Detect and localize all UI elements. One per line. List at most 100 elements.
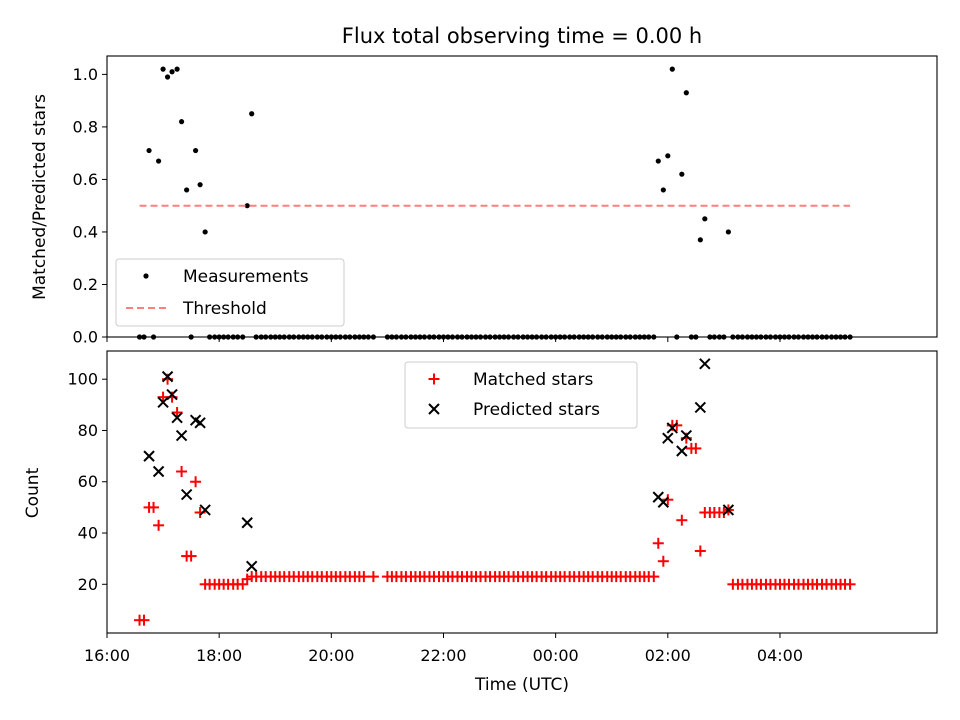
predicted-star-point [722,504,735,516]
predicted-star-point [199,504,211,516]
ratio-y-ticks: 0.0 0.2 0.4 0.6 0.8 1.0 [73,65,107,347]
measurement-point [178,119,185,125]
count-x-tick-label: 22:00 [420,646,466,665]
count-x-tick-label: 04:00 [757,646,803,665]
measurement-point [660,187,666,193]
measurement-point [197,182,203,188]
measurement-point [146,147,152,154]
count-legend: Matched stars Predicted stars [404,361,638,429]
matched-star-point [176,465,188,477]
ratio-y-tick-label: 0.6 [73,170,98,189]
ratio-legend-box [115,258,345,327]
matched-star-point [652,537,664,549]
count-points [134,358,856,626]
matched-star-point [694,545,706,557]
matched-star-point [662,494,674,506]
measurement-point [702,216,708,222]
predicted-star-point [180,488,193,501]
measurement-point [169,69,175,75]
matched-star-point [185,550,197,562]
ratio-legend: Measurements Threshold [115,258,345,327]
legend-predicted-marker [428,403,440,415]
ratio-y-tick-label: 0.0 [73,328,98,347]
ratio-axes-frame [106,55,938,338]
predicted-star-point [657,496,670,508]
legend-predicted-label: Predicted stars [473,400,600,420]
count-panel: 20 40 60 80 100 16:00 18:00 20:00 22:00 00:00 02:… [23,350,938,695]
predicted-star-point [676,445,688,457]
measurement-point [174,66,180,72]
measurement-point [249,111,255,117]
matched-star-point [676,514,688,526]
ratio-panel: 0.0 0.2 0.4 0.6 0.8 1.0 Matched/Predicted sta… [30,55,938,347]
ratio-x-ticks [106,337,781,342]
ratio-y-tick-label: 0.4 [73,222,98,241]
ratio-y-tick-label: 0.2 [73,275,98,294]
count-x-tick-label: 00:00 [533,646,579,665]
legend-measurements-label: Measurements [183,267,309,287]
count-x-tick-label: 20:00 [308,646,354,665]
count-y-tick-label: 40 [78,524,98,543]
matched-star-point [190,476,202,488]
measurement-point [697,237,703,243]
measurement-point [725,229,731,235]
count-x-tick-label: 18:00 [196,646,242,665]
matched-star-point [648,571,660,583]
predicted-star-point [152,465,165,478]
count-y-ticks: 20 40 60 80 100 [67,370,107,594]
matched-star-point [358,571,370,583]
predicted-star-point [699,358,711,370]
matched-star-point [138,614,150,626]
count-y-tick-label: 20 [78,575,98,594]
matched-star-point [367,571,379,583]
predicted-star-point [241,517,253,529]
count-x-tick-label: 02:00 [645,646,691,665]
measurement-point [160,66,166,72]
predicted-star-point [161,370,174,383]
legend-matched-marker [428,373,440,385]
predicted-star-point [680,429,693,442]
measurement-point [669,66,675,72]
predicted-star-point [694,401,707,414]
matched-star-point [671,419,683,431]
measurement-point [655,158,661,164]
predicted-star-point [171,411,183,424]
legend-threshold-label: Threshold [182,299,267,319]
matched-star-point [690,442,702,454]
ratio-y-tick-label: 0.8 [73,117,98,136]
matched-star-point [657,555,669,567]
measurement-point [244,203,250,209]
predicted-star-point [245,560,258,573]
measurement-point [164,74,171,80]
count-legend-box [404,361,638,429]
count-y-tick-label: 60 [78,472,98,491]
predicted-star-point [175,429,188,442]
measurement-point [202,229,208,235]
count-y-tick-label: 80 [78,421,98,440]
legend-matched-label: Matched stars [473,370,593,390]
predicted-star-point [166,388,178,401]
measurement-point [193,147,199,154]
measurement-point [665,153,671,159]
count-y-tick-label: 100 [67,370,98,389]
matched-star-point [844,578,856,590]
measurement-point [155,158,162,164]
count-x-axis-label: Time (UTC) [474,675,569,695]
predicted-star-point [666,422,679,434]
predicted-star-point [662,432,674,444]
count-x-tick-label: 16:00 [84,646,130,665]
ratio-y-tick-label: 1.0 [73,65,98,84]
measurement-point [184,187,190,193]
matched-star-point [171,407,183,419]
count-y-axis-label: Count [23,467,43,518]
measurement-point [683,90,689,96]
measurement-point [679,171,685,177]
count-axes-frame [106,350,938,634]
count-x-ticks: 16:00 18:00 20:00 22:00 00:00 02:00 04:00 [84,633,803,665]
legend-measurement-marker [143,273,149,279]
predicted-star-point [194,417,206,429]
predicted-star-point [143,450,155,462]
ratio-y-axis-label: Matched/Predicted stars [30,94,50,300]
